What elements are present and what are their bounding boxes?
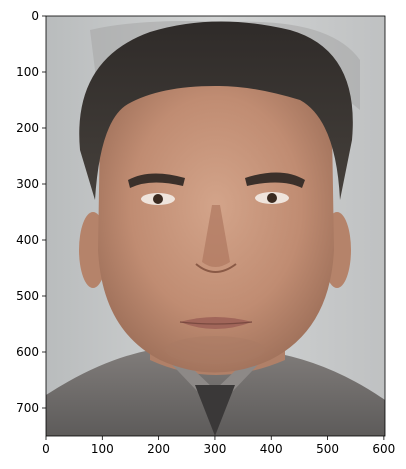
axes-frame bbox=[45, 15, 386, 437]
x-tick-label: 500 bbox=[316, 442, 339, 456]
x-tick-label: 300 bbox=[203, 442, 226, 456]
y-tick-label: 500 bbox=[16, 289, 39, 303]
x-tick-label: 100 bbox=[91, 442, 114, 456]
y-axis: 0 100 200 300 400 500 600 700 bbox=[16, 9, 46, 415]
x-tick-label: 200 bbox=[147, 442, 170, 456]
x-tick-label: 600 bbox=[372, 442, 395, 456]
y-tick-label: 200 bbox=[16, 121, 39, 135]
face-photo bbox=[46, 16, 385, 436]
x-tick-label: 0 bbox=[42, 442, 50, 456]
y-tick-label: 0 bbox=[31, 9, 39, 23]
y-tick-label: 300 bbox=[16, 177, 39, 191]
x-tick-label: 400 bbox=[260, 442, 283, 456]
y-tick-label: 700 bbox=[16, 401, 39, 415]
x-axis: 0 100 200 300 400 500 600 bbox=[42, 436, 395, 456]
y-tick-label: 600 bbox=[16, 345, 39, 359]
y-tick-label: 100 bbox=[16, 65, 39, 79]
y-tick-label: 400 bbox=[16, 233, 39, 247]
